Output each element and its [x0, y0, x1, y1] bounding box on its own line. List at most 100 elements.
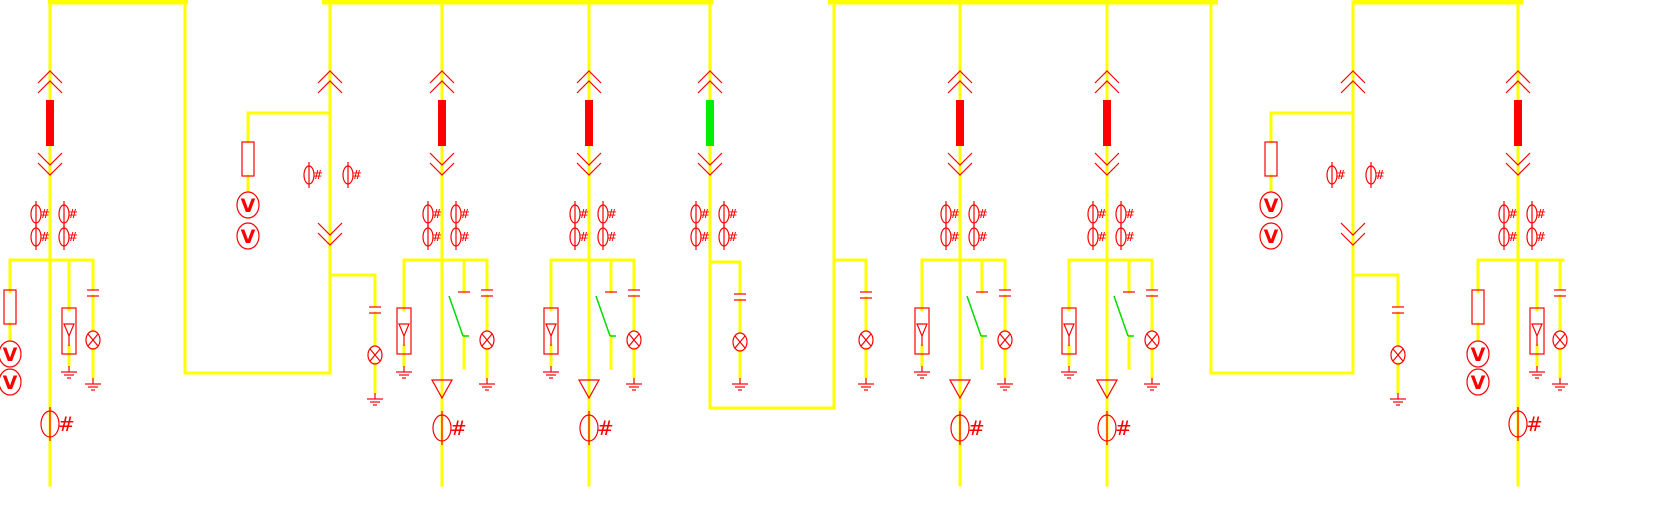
- surge-arrester-icon: [914, 307, 930, 355]
- ground-icon: [1061, 366, 1077, 379]
- surge-arrester-icon: [1529, 307, 1545, 355]
- voltmeter-label: V: [3, 372, 18, 394]
- lamp-cross-icon: [481, 333, 493, 347]
- ground-icon: [997, 378, 1013, 391]
- arrester-body-icon: [543, 307, 559, 355]
- panel-8-riser-loop: [1209, 0, 1355, 375]
- ct-mark-label: #: [1526, 412, 1543, 436]
- plug-contact-icon: [697, 70, 723, 94]
- indicator-lamp-icon: [626, 330, 642, 350]
- ground-icon: [914, 366, 930, 379]
- current-transformer-icon: #: [597, 201, 617, 227]
- surge-arrester-icon: [396, 307, 412, 355]
- current-transformer-icon: #: [1526, 224, 1546, 250]
- ct-mark-label: #: [1375, 168, 1385, 182]
- current-transformer-icon: #: [1365, 162, 1385, 188]
- lamp-ring-icon: [1144, 330, 1160, 350]
- lamp-ring-icon: [732, 332, 748, 352]
- chevron-up-icon: [1505, 80, 1531, 94]
- plug-contact-icon: [1094, 70, 1120, 94]
- chevron-down-icon: [576, 162, 602, 176]
- chevron-down-icon: [697, 152, 723, 166]
- indicator-lamp-icon: [732, 332, 748, 352]
- ct-mark-label: #: [40, 230, 50, 244]
- wire: [328, 273, 377, 307]
- chevron-up-icon: [317, 80, 343, 94]
- earth-switch-icon: [1113, 295, 1134, 337]
- current-transformer-icon: #: [690, 224, 710, 250]
- arrester-body-icon: [1529, 307, 1545, 355]
- current-transformer-icon: #: [432, 411, 467, 445]
- ct-mark-label: #: [68, 230, 78, 244]
- chevron-up-icon: [947, 70, 973, 84]
- chevron-up-icon: [1505, 70, 1531, 84]
- voltmeter-icon: V: [1466, 368, 1490, 396]
- voltmeter-label: V: [241, 226, 256, 248]
- arrester-triangle-icon: [545, 323, 557, 338]
- current-transformer-icon: #: [569, 201, 589, 227]
- ground-icon: [396, 366, 412, 379]
- chevron-up-icon: [947, 80, 973, 94]
- plug-contact-icon: [1094, 152, 1120, 176]
- chevron-down-icon: [1505, 152, 1531, 166]
- lamp-cross-icon: [734, 335, 746, 349]
- plug-contact-icon: [697, 152, 723, 176]
- ground-icon: [61, 366, 77, 379]
- lamp-ring-icon: [1390, 345, 1406, 365]
- plug-contact-icon: [429, 70, 455, 94]
- plug-contact-icon: [947, 152, 973, 176]
- current-transformer-icon: #: [30, 201, 50, 227]
- ct-mark-label: #: [607, 230, 617, 244]
- current-transformer-icon: #: [718, 224, 738, 250]
- chevron-down-icon: [37, 162, 63, 176]
- voltmeter-icon: V: [1259, 222, 1283, 250]
- lamp-ring-icon: [1552, 330, 1568, 350]
- lamp-cross-icon: [860, 333, 872, 347]
- chevron-down-icon: [947, 162, 973, 176]
- voltmeter-ring-icon: [1259, 222, 1283, 250]
- voltmeter-icon: V: [0, 340, 22, 368]
- voltmeter-ring-icon: [0, 368, 22, 396]
- current-transformer-icon: #: [342, 162, 362, 188]
- chevron-down-icon: [1340, 232, 1366, 246]
- circuit-breaker-icon: [1103, 100, 1111, 146]
- capacitor-icon: [734, 293, 746, 301]
- chevron-down-icon: [37, 152, 63, 166]
- voltmeter-icon: V: [236, 191, 260, 219]
- ct-mark-label: #: [1097, 230, 1107, 244]
- ct-mark-label: #: [432, 207, 442, 221]
- ct-mark-label: #: [978, 230, 988, 244]
- ct-mark-label: #: [700, 230, 710, 244]
- voltmeter-label: V: [1471, 372, 1486, 394]
- ground-icon: [1529, 366, 1545, 379]
- current-transformer-icon: #: [422, 224, 442, 250]
- ct-mark-label: #: [58, 412, 75, 436]
- ct-mark-label: #: [728, 207, 738, 221]
- ct-mark-label: #: [968, 416, 985, 440]
- cable-head-icon: [430, 379, 454, 400]
- plug-contact-icon: [317, 222, 343, 246]
- chevron-up-icon: [576, 70, 602, 84]
- ct-mark-label: #: [728, 230, 738, 244]
- ct-mark-label: #: [432, 230, 442, 244]
- voltmeter-ring-icon: [0, 340, 22, 368]
- ct-mark-label: #: [1336, 168, 1346, 182]
- chevron-down-icon: [576, 152, 602, 166]
- current-transformer-icon: #: [569, 224, 589, 250]
- capacitor-icon: [87, 289, 99, 297]
- ground-icon: [85, 378, 101, 391]
- ct-mark-label: #: [1536, 230, 1546, 244]
- plug-contact-icon: [1340, 70, 1366, 94]
- ct-mark-label: #: [579, 230, 589, 244]
- ct-mark-label: #: [978, 207, 988, 221]
- lamp-ring-icon: [479, 330, 495, 350]
- ct-mark-label: #: [1536, 207, 1546, 221]
- lamp-cross-icon: [369, 348, 381, 362]
- indicator-lamp-icon: [85, 330, 101, 350]
- lamp-ring-icon: [858, 330, 874, 350]
- voltmeter-ring-icon: [1259, 191, 1283, 219]
- current-transformer-icon: #: [1087, 201, 1107, 227]
- indicator-lamp-icon: [1552, 330, 1568, 350]
- plug-contact-icon: [576, 70, 602, 94]
- ct-mark-label: #: [1508, 207, 1518, 221]
